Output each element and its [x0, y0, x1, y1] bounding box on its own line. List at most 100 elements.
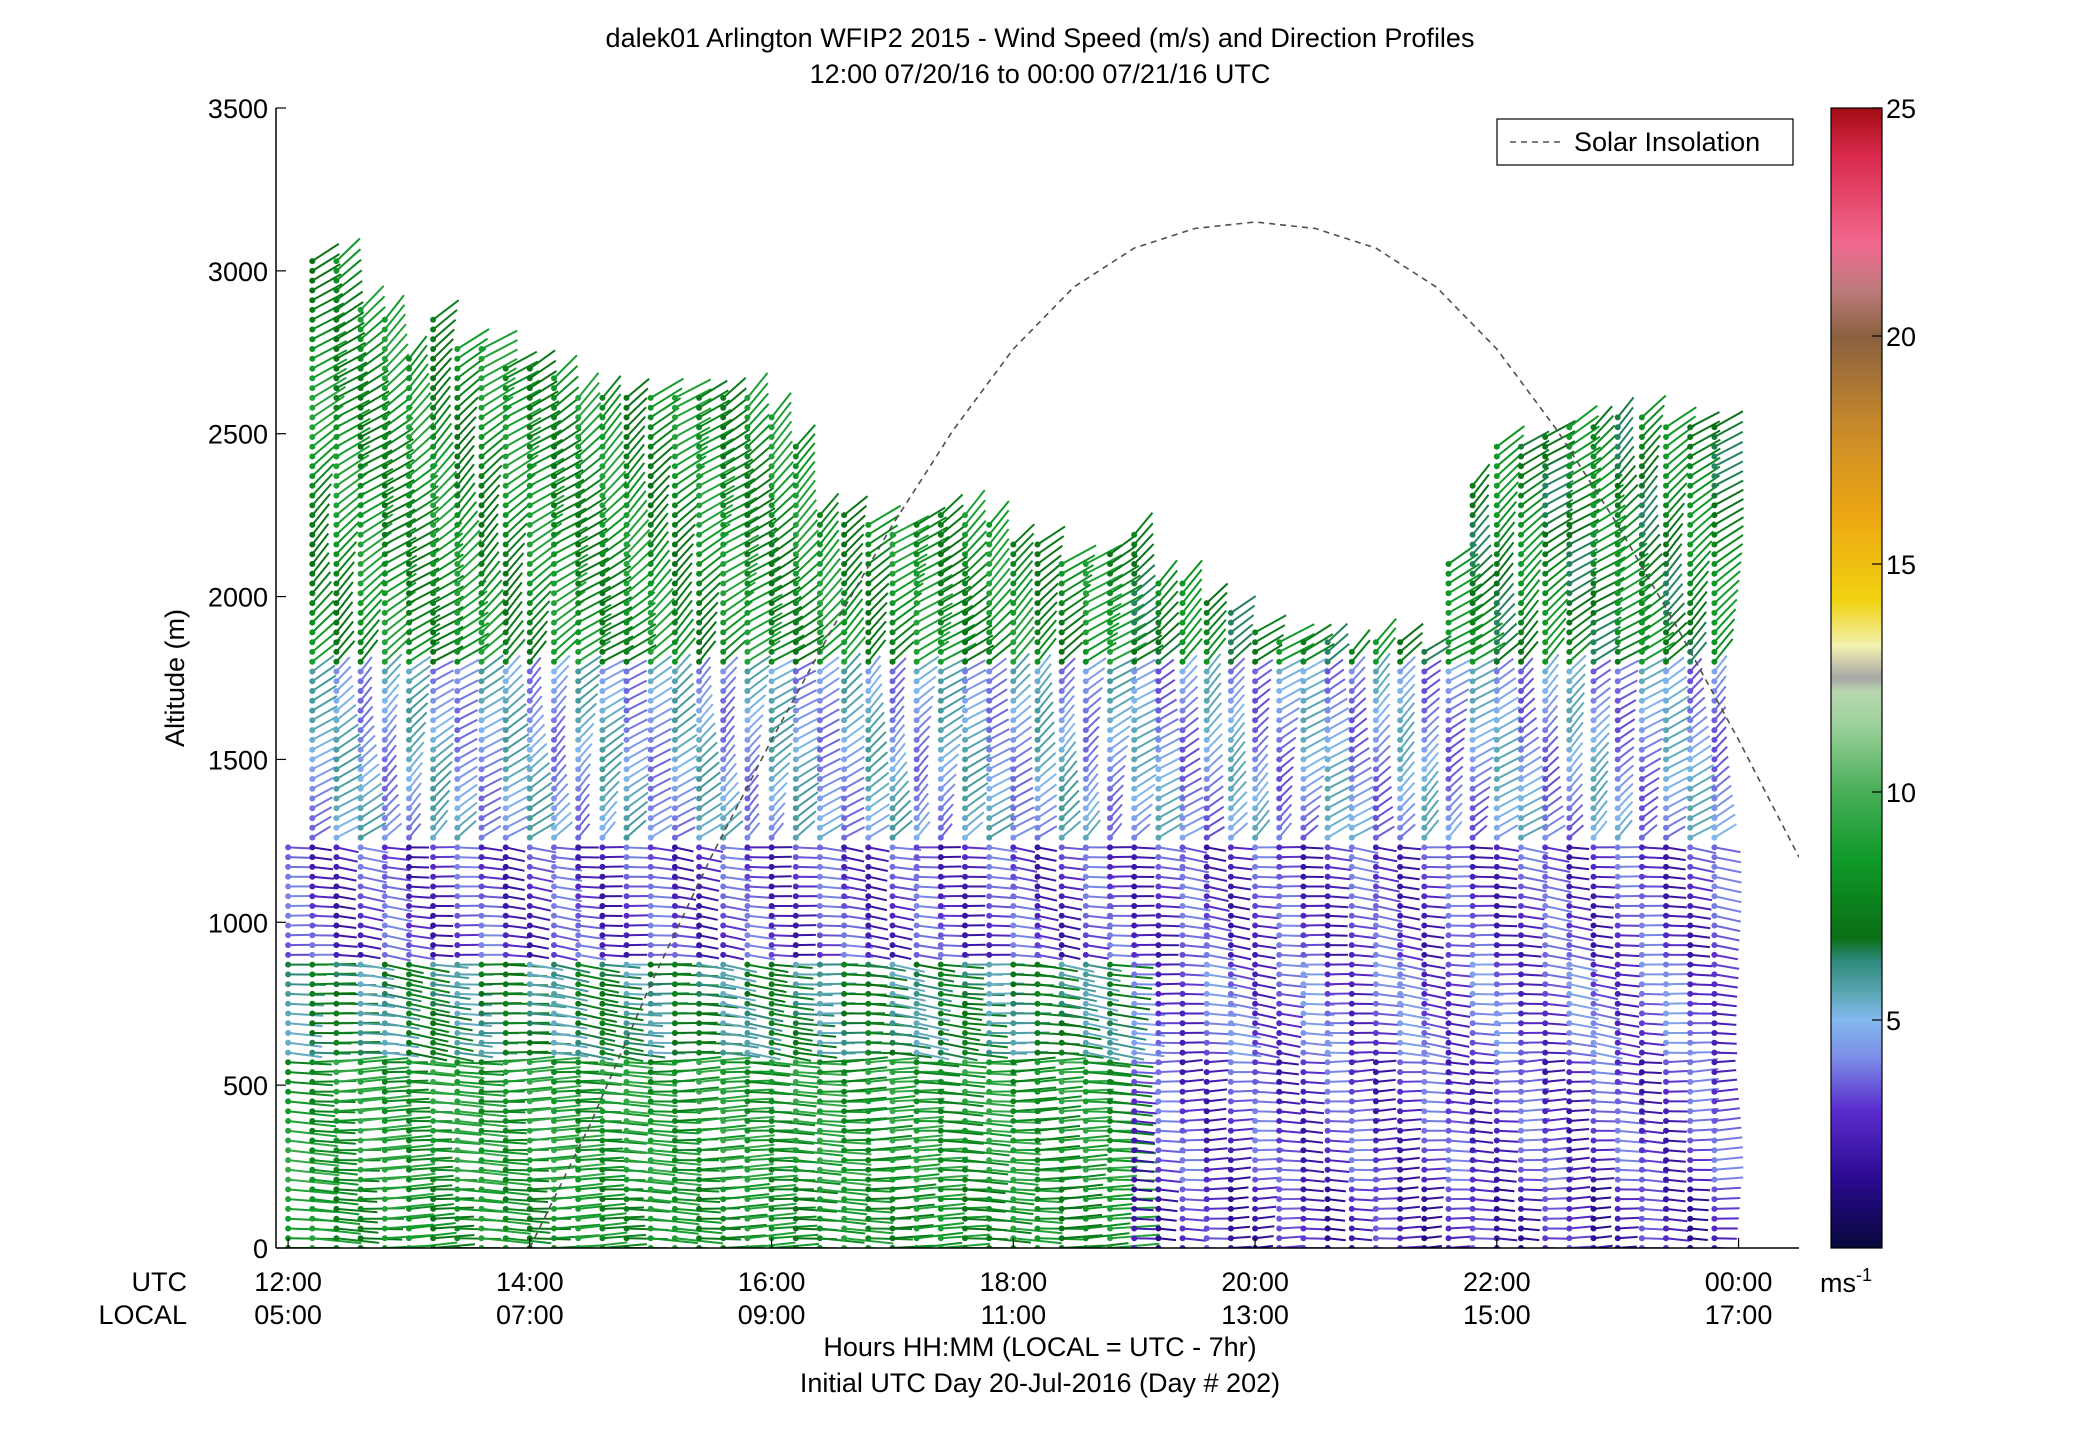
wind-barb-point [720, 717, 726, 723]
wind-barb-point [962, 796, 968, 802]
wind-barb-point [648, 884, 654, 890]
wind-barb-point [841, 1186, 847, 1192]
wind-barb-point [624, 493, 630, 499]
wind-barb-point [479, 825, 485, 831]
wind-barb-point [890, 1186, 896, 1192]
wind-barb-point [551, 678, 557, 684]
wind-barb-point [696, 1118, 702, 1124]
wind-barb-point [865, 747, 871, 753]
wind-barb-point [769, 688, 775, 694]
wind-barb-point [551, 1177, 557, 1183]
wind-barb-point [382, 600, 388, 606]
wind-barb-point [720, 1157, 726, 1163]
wind-barb-point [865, 835, 871, 841]
wind-barb-point [793, 737, 799, 743]
wind-barb-point [333, 708, 339, 714]
wind-barb-point [285, 884, 291, 890]
wind-barb-point [744, 483, 750, 489]
wind-barb-point [696, 1196, 702, 1202]
wind-barb-point [285, 1011, 291, 1017]
wind-barb [965, 847, 990, 848]
wind-barb-point [503, 502, 509, 508]
wind-barb-point [938, 1206, 944, 1212]
wind-barb-point [309, 385, 315, 391]
wind-barb-point [406, 1177, 412, 1183]
wind-barb-point [575, 610, 581, 616]
wind-barb-point [744, 414, 750, 420]
wind-barb-point [865, 590, 871, 596]
wind-barb-point [986, 1226, 992, 1232]
wind-barb-point [672, 493, 678, 499]
wind-barb-point [648, 766, 654, 772]
wind-barb-point [817, 932, 823, 938]
wind-barb-point [454, 1089, 460, 1095]
wind-barb-point [696, 1186, 702, 1192]
wind-barb-point [575, 864, 581, 870]
wind-barb-point [285, 1069, 291, 1075]
wind-barb-point [841, 1030, 847, 1036]
wind-barb-point [769, 522, 775, 528]
wind-barb-point [479, 581, 485, 587]
wind-barb-point [648, 727, 654, 733]
wind-barb-point [454, 1235, 460, 1241]
wind-barb-point [938, 884, 944, 890]
wind-barb-point [938, 590, 944, 596]
wind-barb-point [696, 1050, 702, 1056]
wind-barb-point [333, 796, 339, 802]
wind-barb-point [769, 932, 775, 938]
wind-barb-point [720, 1216, 726, 1222]
wind-barb-point [624, 639, 630, 645]
wind-barb-point [962, 727, 968, 733]
wind-barb-point [358, 756, 364, 762]
wind-barb-point [720, 1050, 726, 1056]
wind-barb-point [624, 981, 630, 987]
wind-barb-point [479, 414, 485, 420]
wind-barb-point [333, 493, 339, 499]
wind-barb-point [479, 717, 485, 723]
wind-barb-point [333, 669, 339, 675]
wind-barb-point [672, 463, 678, 469]
wind-barb-point [479, 678, 485, 684]
wind-barb-point [672, 1079, 678, 1085]
wind-barb-point [382, 981, 388, 987]
wind-barb-point [938, 727, 944, 733]
wind-barb-point [430, 1059, 436, 1065]
wind-barb-point [285, 1138, 291, 1144]
wind-barb-point [358, 717, 364, 723]
wind-barb-point [333, 766, 339, 772]
wind-barb-point [406, 815, 412, 821]
wind-barb-point [358, 796, 364, 802]
wind-barb-point [599, 1050, 605, 1056]
wind-barb-point [599, 1206, 605, 1212]
wind-barb-point [624, 1020, 630, 1026]
wind-barb-point [454, 356, 460, 362]
wind-barb-point [551, 776, 557, 782]
wind-barb-point [962, 747, 968, 753]
wind-barb-point [527, 747, 533, 753]
wind-barb-point [285, 1089, 291, 1095]
wind-barb-point [744, 727, 750, 733]
wind-barb-point [817, 1216, 823, 1222]
wind-barb-point [479, 395, 485, 401]
wind-barb-point [358, 1030, 364, 1036]
wind-barb-point [938, 786, 944, 792]
wind-barb-point [358, 336, 364, 342]
wind-barb-point [841, 796, 847, 802]
wind-barb-point [309, 590, 315, 596]
wind-barb-point [769, 1157, 775, 1163]
wind-barb-point [454, 854, 460, 860]
wind-barb-point [914, 844, 920, 850]
wind-barb-point [430, 1167, 436, 1173]
wind-barb-point [430, 581, 436, 587]
wind-barb-point [914, 1206, 920, 1212]
wind-barb-point [769, 551, 775, 557]
wind-barb-point [479, 639, 485, 645]
wind-barb-point [962, 1108, 968, 1114]
wind-barb-point [817, 1118, 823, 1124]
wind-barb-point [358, 424, 364, 430]
wind-barb-point [914, 854, 920, 860]
wind-barb-point [599, 893, 605, 899]
wind-barb-point [696, 1001, 702, 1007]
wind-barb-point [527, 483, 533, 489]
wind-barb-point [793, 1216, 799, 1222]
